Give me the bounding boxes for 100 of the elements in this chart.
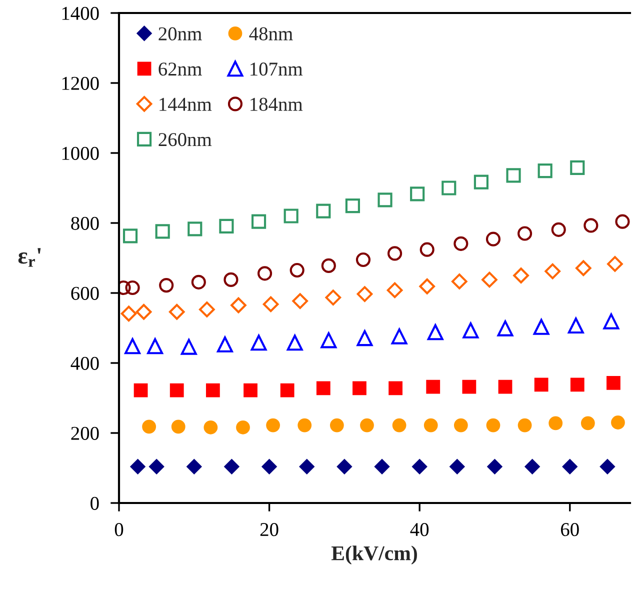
point xyxy=(392,418,406,432)
point xyxy=(378,192,392,208)
point xyxy=(424,418,438,432)
x-tick-label: 60 xyxy=(560,523,579,536)
point xyxy=(374,459,390,474)
point xyxy=(454,236,468,251)
y-tick-label: 800 xyxy=(71,216,99,230)
point xyxy=(206,383,220,398)
point xyxy=(451,274,468,290)
point xyxy=(426,380,440,394)
legend-label: 48nm xyxy=(249,27,293,40)
point xyxy=(316,381,330,396)
point xyxy=(486,418,500,432)
point xyxy=(474,174,489,190)
point xyxy=(412,459,428,474)
point xyxy=(387,246,402,261)
point xyxy=(513,268,529,284)
point xyxy=(580,416,595,430)
point xyxy=(236,420,250,434)
point xyxy=(603,313,620,330)
point xyxy=(224,272,238,287)
point xyxy=(497,320,514,336)
x-tick-label: 40 xyxy=(410,523,429,536)
point xyxy=(482,272,498,288)
point xyxy=(136,304,152,320)
point xyxy=(168,304,185,320)
point xyxy=(462,322,479,338)
point xyxy=(462,380,476,394)
point xyxy=(611,416,625,430)
y-tick-label: 400 xyxy=(70,356,99,370)
point xyxy=(298,418,312,432)
point xyxy=(120,306,137,322)
y-tick-label: 0 xyxy=(90,496,99,510)
point xyxy=(186,459,202,474)
point xyxy=(280,383,294,398)
point xyxy=(524,459,540,474)
point xyxy=(170,383,184,398)
point xyxy=(251,214,266,229)
y-axis-title: ε$_{r}$' xyxy=(18,248,41,267)
point xyxy=(584,218,598,233)
point xyxy=(149,459,164,474)
point xyxy=(330,418,344,432)
point xyxy=(199,302,215,318)
point xyxy=(600,459,616,474)
point xyxy=(320,332,337,348)
point xyxy=(518,226,532,241)
point xyxy=(180,338,197,355)
point xyxy=(257,266,272,281)
point xyxy=(316,204,331,218)
legend-label: 260nm xyxy=(158,133,212,146)
point xyxy=(606,376,620,390)
point xyxy=(551,222,566,237)
point xyxy=(122,228,138,244)
x-tick-label: 20 xyxy=(260,523,278,536)
point xyxy=(262,296,279,312)
point xyxy=(345,198,360,214)
point xyxy=(250,334,267,351)
point xyxy=(570,378,584,392)
point xyxy=(134,383,148,398)
point xyxy=(486,232,501,246)
legend-label: 144nm xyxy=(160,98,212,111)
point xyxy=(224,459,240,474)
x-tick-label: 0 xyxy=(114,523,124,536)
point xyxy=(352,381,366,396)
point xyxy=(548,416,563,430)
point xyxy=(321,258,336,273)
point xyxy=(262,459,277,474)
point xyxy=(125,280,140,296)
point xyxy=(155,224,170,239)
x-axis-title: E(kV/cm) xyxy=(331,546,417,565)
point xyxy=(427,324,444,340)
point xyxy=(538,164,552,178)
point xyxy=(534,378,548,392)
point xyxy=(388,381,402,396)
point xyxy=(286,334,303,351)
point xyxy=(420,242,434,257)
point xyxy=(124,338,141,354)
y-tick-label: 1200 xyxy=(62,76,99,90)
point xyxy=(299,459,314,474)
point xyxy=(568,318,584,334)
legend-label: 20nm xyxy=(158,27,202,40)
point xyxy=(419,278,436,294)
point xyxy=(159,278,174,293)
legend-label: 107nm xyxy=(250,62,303,76)
y-tick-label: 600 xyxy=(71,286,99,300)
point xyxy=(544,263,561,280)
y-tick-label: 1000 xyxy=(62,146,99,160)
point xyxy=(533,318,550,335)
point xyxy=(147,338,164,354)
point xyxy=(356,286,373,302)
point xyxy=(171,420,186,434)
point xyxy=(142,420,156,434)
point xyxy=(325,290,342,306)
point xyxy=(284,208,298,224)
point xyxy=(450,459,465,474)
point xyxy=(442,180,456,196)
point xyxy=(356,252,371,268)
point xyxy=(266,418,280,432)
point xyxy=(410,186,425,202)
point xyxy=(518,418,532,432)
